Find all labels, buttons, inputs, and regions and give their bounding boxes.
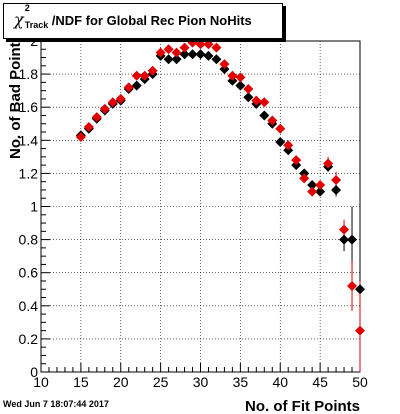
x-tick-label: 30 xyxy=(193,374,209,390)
data-point-red xyxy=(147,65,158,76)
data-point-red xyxy=(259,97,270,108)
data-point-black xyxy=(331,184,342,195)
y-tick-label: 0.2 xyxy=(19,331,39,347)
data-point-red xyxy=(227,70,238,81)
data-point-red xyxy=(339,224,350,235)
data-point-red xyxy=(203,39,214,50)
data-point-black xyxy=(307,179,318,190)
data-point-red xyxy=(195,39,206,50)
y-tick-label: 1.2 xyxy=(19,165,39,181)
data-point-red xyxy=(347,280,358,291)
data-point-red xyxy=(131,70,142,81)
x-axis-label: No. of Fit Points xyxy=(245,398,360,414)
data-point-black xyxy=(163,54,174,65)
y-tick-label: 1 xyxy=(30,199,38,215)
x-tick-label: 50 xyxy=(352,374,368,390)
data-point-red xyxy=(219,59,230,70)
x-tick-label: 25 xyxy=(153,374,169,390)
data-point-black xyxy=(355,284,365,295)
data-point-black xyxy=(171,54,182,65)
data-point-red xyxy=(331,175,342,186)
data-point-red xyxy=(275,123,286,134)
data-point-red xyxy=(99,103,110,114)
data-point-black xyxy=(211,54,222,65)
data-point-black xyxy=(243,92,254,103)
data-point-red xyxy=(243,83,254,94)
data-point-red xyxy=(187,37,198,48)
x-tick-label: 40 xyxy=(272,374,288,390)
data-point-red xyxy=(75,131,86,142)
data-point-red xyxy=(251,95,262,106)
data-point-red xyxy=(179,42,190,53)
data-point-black xyxy=(195,49,206,60)
data-point-black xyxy=(259,110,270,121)
title-superscript: 2 xyxy=(24,3,30,13)
title-subscript: Track xyxy=(24,20,49,30)
data-point-black xyxy=(275,136,286,147)
data-point-red xyxy=(115,93,126,104)
grid-lines xyxy=(40,40,361,373)
data-point-black xyxy=(203,50,214,61)
y-tick-label: 1.4 xyxy=(19,132,39,148)
data-point-black xyxy=(131,80,142,91)
x-tick-label: 35 xyxy=(233,374,249,390)
y-tick-label: 1.6 xyxy=(19,99,39,115)
data-point-red xyxy=(291,155,302,166)
y-tick-label: 2 xyxy=(30,33,38,49)
data-point-red xyxy=(163,44,174,55)
data-point-black xyxy=(235,80,246,91)
y-tick-label: 0.8 xyxy=(19,232,39,248)
chart-title: χ 2 Track/NDF for Global Rec Pion NoHits xyxy=(14,3,252,31)
data-point-red xyxy=(315,179,326,190)
data-point-red xyxy=(211,42,222,53)
y-axis-label: No. of Bad Points xyxy=(7,34,24,159)
chart-title-box: χ 2 Track/NDF for Global Rec Pion NoHits xyxy=(3,3,283,39)
axis-ticks xyxy=(40,40,361,373)
data-point-red xyxy=(139,70,150,81)
title-text: /NDF for Global Rec Pion NoHits xyxy=(51,13,252,28)
data-point-red xyxy=(267,115,278,126)
data-point-black xyxy=(315,186,326,197)
data-point-red xyxy=(299,173,310,184)
data-point-black xyxy=(339,234,350,245)
x-tick-label: 45 xyxy=(312,374,328,390)
data-point-red xyxy=(91,112,102,123)
data-point-black xyxy=(187,49,198,60)
data-point-black xyxy=(347,234,358,245)
y-tick-label: 0.6 xyxy=(19,265,39,281)
data-point-red xyxy=(171,47,182,58)
y-tick-label: 0.4 xyxy=(19,298,39,314)
data-point-red xyxy=(355,325,365,336)
data-point-red xyxy=(235,72,246,83)
data-points xyxy=(75,37,365,336)
data-point-red xyxy=(107,97,118,108)
x-tick-label: 15 xyxy=(73,374,89,390)
x-tick-label: 20 xyxy=(113,374,129,390)
chi-symbol: χ xyxy=(14,10,24,29)
y-tick-label: 1.8 xyxy=(19,66,39,82)
timestamp: Wed Jun 7 18:07:44 2017 xyxy=(3,399,109,409)
data-point-red xyxy=(155,47,166,58)
data-point-red xyxy=(83,122,94,133)
y-tick-label: 0 xyxy=(30,364,38,380)
tick-labels: 10 15 20 25 30 35 40 45 50 0 0.2 0.4 0.6 0.8 1 1.2 1.4 1.… xyxy=(19,33,368,390)
x-tick-label: 10 xyxy=(33,374,49,390)
data-point-red xyxy=(283,140,294,151)
data-point-red xyxy=(123,82,134,93)
data-point-black xyxy=(179,49,190,60)
data-point-red xyxy=(307,186,318,197)
data-point-red xyxy=(323,158,334,169)
